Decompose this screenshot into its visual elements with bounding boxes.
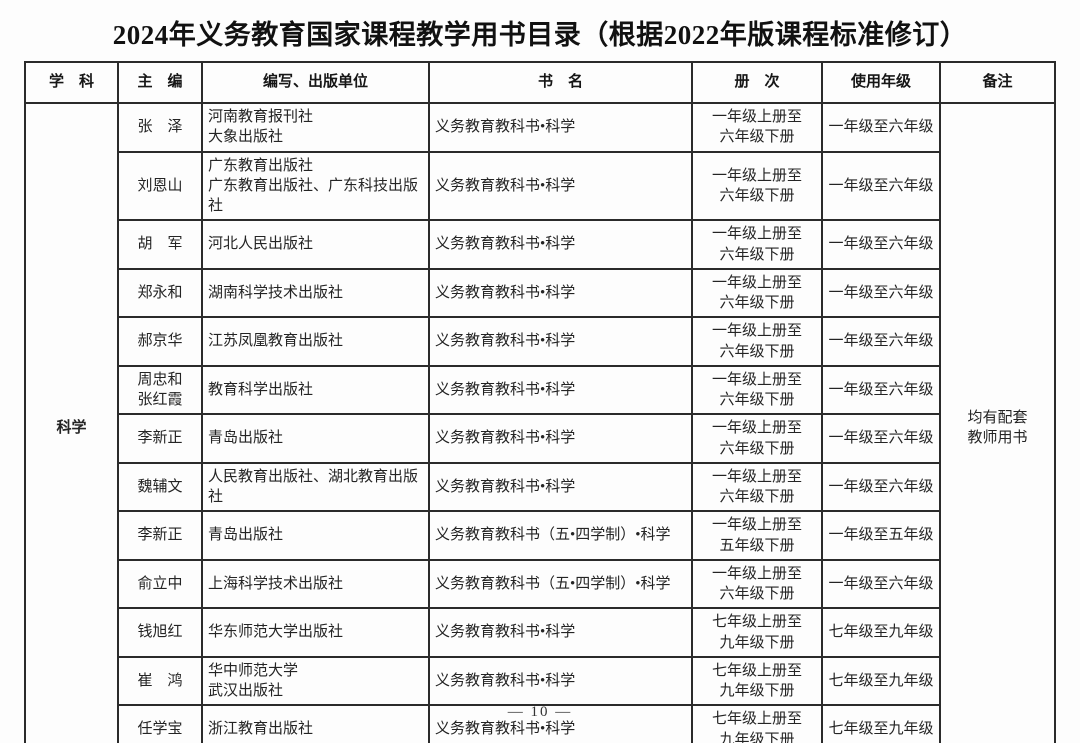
- table-row: 胡 军 河北人民出版社 义务教育教科书•科学 一年级上册至 六年级下册 一年级至…: [25, 219, 1055, 270]
- table-row: 钱旭红 华东师范大学出版社 义务教育教科书•科学 七年级上册至 九年级下册 七年…: [25, 607, 1055, 658]
- table-row: 俞立中 上海科学技术出版社 义务教育教科书（五•四学制）•科学 一年级上册至 六…: [25, 558, 1055, 610]
- book-title-cell: 义务教育教科书•科学: [428, 461, 693, 513]
- volume-cell: 一年级上册至 六年级下册: [691, 150, 823, 222]
- table-row: 任学宝 浙江教育出版社 义务教育教科书•科学 七年级上册至 九年级下册 七年级至…: [25, 704, 1055, 743]
- table-row: 郝京华 江苏凤凰教育出版社 义务教育教科书•科学 一年级上册至 六年级下册 一年…: [25, 316, 1055, 367]
- publisher-cell: 广东教育出版社 广东教育出版社、广东科技出版社: [201, 150, 430, 222]
- header-row: 学 科 主 编 编写、出版单位 书 名 册 次 使用年级 备注: [24, 61, 1056, 104]
- editor-cell: 刘恩山: [117, 150, 203, 222]
- book-title-cell: 义务教育教科书（五•四学制）•科学: [428, 510, 693, 561]
- col-header-note: 备注: [939, 61, 1056, 104]
- publisher-cell: 上海科学技术出版社: [201, 558, 430, 610]
- volume-cell: 一年级上册至 六年级下册: [691, 461, 823, 513]
- publisher-cell: 浙江教育出版社: [201, 704, 430, 743]
- grade-cell: 一年级至六年级: [821, 102, 941, 153]
- grade-cell: 一年级至六年级: [821, 413, 941, 464]
- volume-cell: 七年级上册至 九年级下册: [691, 655, 823, 707]
- editor-cell: 李新正: [117, 510, 203, 561]
- book-title-cell: 义务教育教科书（五•四学制）•科学: [428, 558, 693, 610]
- editor-cell: 俞立中: [117, 558, 203, 610]
- grade-cell: 一年级至六年级: [821, 316, 941, 367]
- page-title: 2024年义务教育国家课程教学用书目录（根据2022年版课程标准修订）: [112, 20, 968, 50]
- publisher-cell: 湖南科学技术出版社: [201, 267, 430, 319]
- table-row: 科学 张 泽 河南教育报刊社 大象出版社 义务教育教科书•科学 一年级上册至 六…: [24, 102, 1056, 743]
- book-title-cell: 义务教育教科书•科学: [428, 219, 693, 270]
- publisher-cell: 人民教育出版社、湖北教育出版社: [201, 461, 430, 513]
- grade-cell: 一年级至五年级: [821, 510, 941, 561]
- publisher-cell: 华东师范大学出版社: [201, 607, 430, 658]
- grade-cell: 一年级至六年级: [821, 558, 941, 610]
- col-header-book: 书 名: [428, 61, 693, 104]
- subject-cell: 科学: [24, 102, 119, 743]
- volume-cell: 一年级上册至 五年级下册: [691, 510, 823, 561]
- editor-cell: 魏辅文: [117, 461, 203, 513]
- publisher-cell: 江苏凤凰教育出版社: [201, 316, 430, 367]
- editor-cell: 张 泽: [117, 102, 203, 153]
- editor-cell: 胡 军: [117, 219, 203, 270]
- grade-cell: 一年级至六年级: [821, 219, 941, 270]
- table-row: 崔 鸿 华中师范大学 武汉出版社 义务教育教科书•科学 七年级上册至 九年级下册…: [25, 655, 1055, 707]
- book-title-cell: 义务教育教科书•科学: [428, 267, 693, 319]
- table-row: 刘恩山 广东教育出版社 广东教育出版社、广东科技出版社 义务教育教科书•科学 一…: [25, 150, 1055, 222]
- editor-cell: 李新正: [117, 413, 203, 464]
- volume-cell: 七年级上册至 九年级下册: [691, 607, 823, 658]
- volume-cell: 一年级上册至 六年级下册: [691, 558, 823, 610]
- volume-cell: 一年级上册至 六年级下册: [691, 364, 823, 416]
- editor-cell: 钱旭红: [117, 607, 203, 658]
- volume-cell: 一年级上册至 六年级下册: [691, 267, 823, 319]
- book-title-cell: 义务教育教科书•科学: [428, 364, 693, 416]
- table-row: 郑永和 湖南科学技术出版社 义务教育教科书•科学 一年级上册至 六年级下册 一年…: [25, 267, 1055, 319]
- publisher-cell: 教育科学出版社: [201, 364, 430, 416]
- publisher-cell: 河南教育报刊社 大象出版社: [201, 102, 430, 153]
- col-header-volume: 册 次: [691, 61, 823, 104]
- publisher-cell: 华中师范大学 武汉出版社: [201, 655, 430, 707]
- note-cell: 均有配套 教师用书: [939, 102, 1056, 743]
- publisher-cell: 青岛出版社: [201, 413, 430, 464]
- publisher-cell: 河北人民出版社: [201, 219, 430, 270]
- volume-cell: 一年级上册至 六年级下册: [691, 316, 823, 367]
- editor-cell: 郝京华: [117, 316, 203, 367]
- grade-cell: 七年级至九年级: [821, 607, 941, 658]
- book-title-cell: 义务教育教科书•科学: [428, 704, 693, 743]
- grade-cell: 一年级至六年级: [821, 461, 941, 513]
- book-title-cell: 义务教育教科书•科学: [428, 655, 693, 707]
- grade-cell: 一年级至六年级: [821, 267, 941, 319]
- book-title-cell: 义务教育教科书•科学: [428, 102, 693, 153]
- table-row: 李新正 青岛出版社 义务教育教科书•科学 一年级上册至 六年级下册 一年级至六年…: [25, 413, 1055, 464]
- grade-cell: 七年级至九年级: [821, 655, 941, 707]
- publisher-cell: 青岛出版社: [201, 510, 430, 561]
- book-title-cell: 义务教育教科书•科学: [428, 150, 693, 222]
- col-header-editor: 主 编: [117, 61, 203, 104]
- book-title-cell: 义务教育教科书•科学: [428, 413, 693, 464]
- textbook-catalog-table: 学 科 主 编 编写、出版单位 书 名 册 次 使用年级 备注 科学 张 泽 河…: [24, 61, 1056, 743]
- table-row: 李新正 青岛出版社 义务教育教科书（五•四学制）•科学 一年级上册至 五年级下册…: [25, 510, 1055, 561]
- book-title-cell: 义务教育教科书•科学: [428, 607, 693, 658]
- grade-cell: 七年级至九年级: [821, 704, 941, 743]
- volume-cell: 一年级上册至 六年级下册: [691, 413, 823, 464]
- volume-cell: 一年级上册至 六年级下册: [691, 102, 823, 153]
- editor-cell: 郑永和: [117, 267, 203, 319]
- col-header-subject: 学 科: [24, 61, 119, 104]
- table-row: 魏辅文 人民教育出版社、湖北教育出版社 义务教育教科书•科学 一年级上册至 六年…: [25, 461, 1055, 513]
- page-number: — 10 —: [507, 704, 573, 720]
- editor-cell: 周忠和 张红霞: [117, 364, 203, 416]
- grade-cell: 一年级至六年级: [821, 150, 941, 222]
- editor-cell: 崔 鸿: [117, 655, 203, 707]
- table-row: 周忠和 张红霞 教育科学出版社 义务教育教科书•科学 一年级上册至 六年级下册 …: [25, 364, 1055, 416]
- col-header-grade: 使用年级: [821, 61, 941, 104]
- col-header-publisher: 编写、出版单位: [201, 61, 430, 104]
- volume-cell: 七年级上册至 九年级下册: [691, 704, 823, 743]
- volume-cell: 一年级上册至 六年级下册: [691, 219, 823, 270]
- editor-cell: 任学宝: [117, 704, 203, 743]
- grade-cell: 一年级至六年级: [821, 364, 941, 416]
- book-title-cell: 义务教育教科书•科学: [428, 316, 693, 367]
